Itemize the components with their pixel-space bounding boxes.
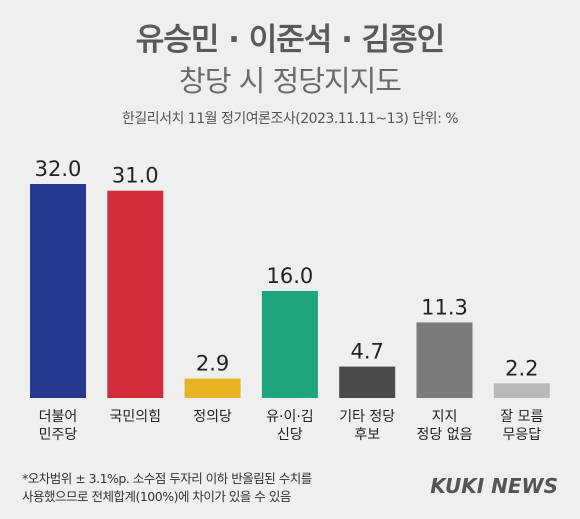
footnote: *오차범위 ± 3.1%p. 소수점 두자리 이하 반올림된 수치를 사용했으므…: [22, 470, 312, 506]
footnote-line-1: *오차범위 ± 3.1%p. 소수점 두자리 이하 반올림된 수치를: [22, 471, 312, 486]
value-label-1: 31.0: [112, 164, 159, 188]
bar-2: [184, 378, 241, 398]
category-label-4-1: 후보: [354, 427, 380, 443]
bar-0: [30, 184, 86, 398]
bar-5: [416, 322, 473, 398]
category-label-1-0: 국민의힘: [110, 409, 162, 425]
value-label-3: 16.0: [267, 264, 314, 288]
chart-subtitle: 창당 시 정당지지도: [179, 64, 402, 98]
value-label-5: 11.3: [421, 295, 468, 319]
value-label-4: 4.7: [350, 340, 383, 364]
bar-4: [339, 366, 396, 398]
bar-1: [107, 190, 164, 398]
chart-source: 한길리서치 11월 정기여론조사(2023.11.11~13) 단위: %: [121, 111, 459, 127]
category-label-0-1: 민주당: [39, 427, 78, 443]
category-label-0-0: 더불어: [39, 409, 78, 425]
value-label-0: 32.0: [35, 157, 82, 181]
value-label-6: 2.2: [505, 356, 538, 380]
chart-title: 유승민 · 이준석 · 김종인: [135, 22, 445, 58]
footnote-line-2: 사용했으므로 전체합계(100%)에 차이가 있을 수 있음: [22, 489, 291, 504]
value-label-2: 2.9: [196, 352, 229, 376]
category-label-3-1: 신당: [277, 427, 303, 443]
category-label-3-0: 유·이·김: [266, 409, 314, 425]
category-label-4-0: 기타 정당: [339, 409, 395, 425]
category-label-6-0: 잘 모름: [500, 409, 543, 425]
category-label-5-1: 정당 없음: [417, 427, 473, 443]
kuki-news-logo: KUKI NEWS: [430, 474, 558, 498]
category-label-5-0: 지지: [432, 409, 458, 425]
category-label-2-0: 정의당: [193, 409, 232, 425]
bar-6: [493, 383, 550, 398]
category-label-6-1: 무응답: [502, 427, 541, 443]
bar-3: [261, 291, 318, 398]
